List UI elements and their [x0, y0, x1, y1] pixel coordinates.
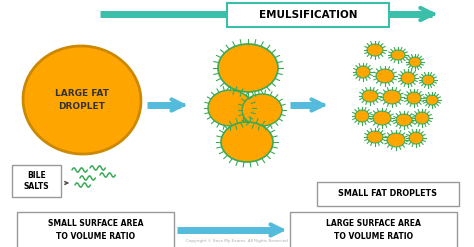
- Text: SMALL FAT DROPLETS: SMALL FAT DROPLETS: [338, 189, 438, 199]
- Ellipse shape: [221, 122, 273, 162]
- Ellipse shape: [356, 66, 370, 78]
- Ellipse shape: [391, 50, 405, 60]
- Ellipse shape: [387, 133, 405, 147]
- Text: BILE
SALTS: BILE SALTS: [24, 171, 49, 191]
- Ellipse shape: [355, 110, 369, 122]
- Ellipse shape: [208, 90, 252, 126]
- Text: SMALL SURFACE AREA
TO VOLUME RATIO: SMALL SURFACE AREA TO VOLUME RATIO: [48, 219, 143, 241]
- Text: EMULSIFICATION: EMULSIFICATION: [259, 10, 357, 20]
- Ellipse shape: [242, 94, 282, 126]
- Ellipse shape: [407, 92, 421, 104]
- Ellipse shape: [367, 131, 383, 143]
- Ellipse shape: [376, 69, 394, 83]
- Ellipse shape: [383, 90, 401, 104]
- FancyBboxPatch shape: [290, 212, 457, 247]
- Ellipse shape: [218, 44, 278, 92]
- Ellipse shape: [362, 90, 378, 102]
- Text: Copyright © Save My Exams. All Rights Reserved: Copyright © Save My Exams. All Rights Re…: [186, 239, 288, 243]
- Ellipse shape: [409, 57, 421, 67]
- FancyBboxPatch shape: [12, 165, 61, 197]
- Ellipse shape: [401, 72, 415, 84]
- Ellipse shape: [409, 132, 423, 144]
- Text: LARGE SURFACE AREA
TO VOLUME RATIO: LARGE SURFACE AREA TO VOLUME RATIO: [326, 219, 421, 241]
- Text: LARGE FAT
DROPLET: LARGE FAT DROPLET: [55, 89, 109, 111]
- Ellipse shape: [426, 95, 438, 105]
- Ellipse shape: [23, 46, 141, 154]
- Ellipse shape: [367, 44, 383, 56]
- FancyBboxPatch shape: [227, 3, 389, 27]
- Ellipse shape: [373, 111, 391, 125]
- Ellipse shape: [422, 75, 434, 85]
- Ellipse shape: [396, 114, 412, 126]
- Ellipse shape: [415, 112, 429, 124]
- FancyBboxPatch shape: [17, 212, 174, 247]
- FancyBboxPatch shape: [317, 182, 459, 206]
